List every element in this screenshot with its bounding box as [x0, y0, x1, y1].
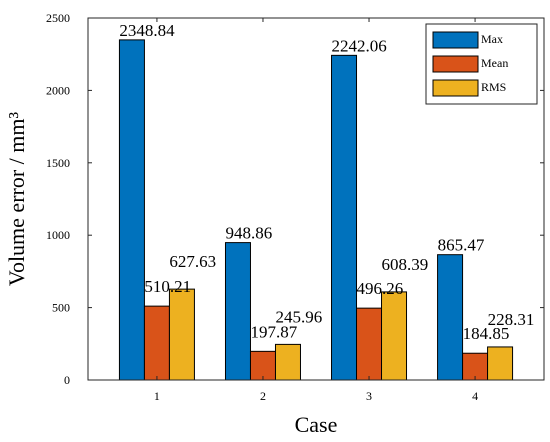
bar-rms-case-3 [381, 291, 408, 381]
data-label: 228.31 [488, 310, 535, 329]
bar-mean-case-2 [249, 350, 276, 381]
legend-label-mean: Mean [481, 56, 508, 70]
data-label: 2348.84 [119, 21, 175, 40]
legend-swatch-mean [432, 55, 479, 73]
y-axis-ticks: 0 500 1000 1500 2000 2500 [46, 11, 544, 387]
data-label: 948.86 [225, 224, 272, 243]
data-label: 2242.06 [332, 36, 387, 55]
x-tick-label: 3 [366, 389, 372, 403]
legend-swatch-max [432, 31, 479, 49]
data-labels-group: 2348.84 948.86 2242.06 865.47 510.21 197.87 49… [119, 21, 534, 343]
x-axis-ticks: 1 2 3 4 [154, 18, 478, 403]
x-tick-label: 2 [260, 389, 266, 403]
data-label: 627.63 [169, 252, 216, 271]
data-label: 197.87 [250, 322, 297, 341]
x-axis-label: Case [295, 412, 338, 437]
data-label: 865.47 [438, 236, 485, 255]
data-label: 496.26 [357, 279, 404, 298]
y-tick-label: 0 [64, 373, 70, 387]
bar-mean-case-1 [143, 305, 170, 381]
data-label: 184.85 [463, 324, 510, 343]
bar-max-case-1 [118, 39, 145, 381]
bar-rms-case-2 [274, 343, 301, 381]
legend: Max Mean RMS [425, 23, 538, 105]
plot-frame [87, 17, 545, 381]
y-tick-label: 2500 [46, 11, 70, 25]
bar-mean-case-3 [356, 307, 383, 381]
bar-max-case-2 [224, 242, 251, 381]
bar-rms-case-4 [487, 346, 514, 381]
x-tick-label: 1 [154, 389, 160, 403]
bar-max-case-4 [437, 254, 464, 381]
legend-swatch-rms [432, 79, 479, 97]
bar-max-case-3 [331, 54, 358, 381]
y-tick-label: 500 [52, 301, 70, 315]
bar-mean-case-4 [462, 352, 489, 381]
x-tick-label: 4 [472, 389, 478, 403]
legend-label-rms: RMS [481, 80, 506, 94]
data-label: 608.39 [382, 255, 429, 274]
y-tick-label: 1500 [46, 156, 70, 170]
y-tick-label: 2000 [46, 83, 70, 97]
y-axis-label: Volume error / mm³ [4, 111, 29, 286]
bar-rms-case-1 [168, 288, 195, 381]
y-tick-label: 1000 [46, 228, 70, 242]
bars-group [118, 39, 514, 381]
data-label: 245.96 [275, 307, 322, 326]
data-label: 510.21 [144, 277, 191, 296]
legend-label-max: Max [481, 32, 503, 46]
